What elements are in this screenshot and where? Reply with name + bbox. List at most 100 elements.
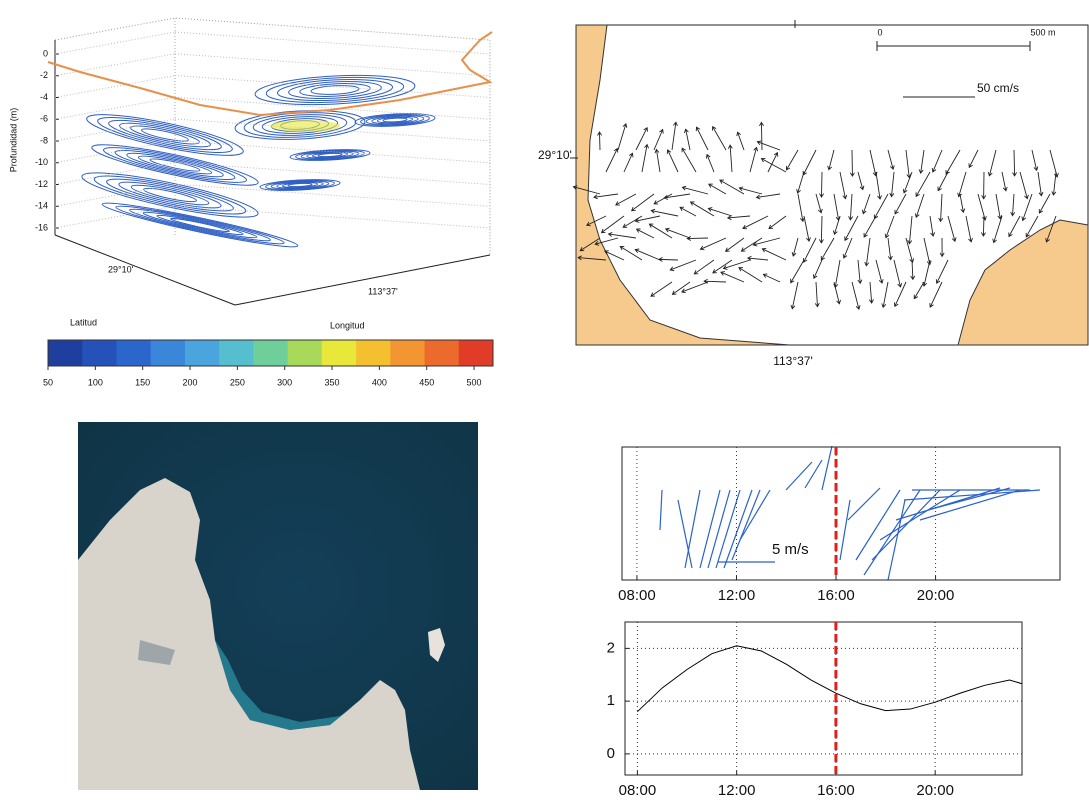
current-vector bbox=[708, 183, 727, 195]
current-vector bbox=[923, 237, 932, 266]
current-vector bbox=[893, 259, 903, 288]
current-vector bbox=[617, 123, 628, 151]
z-tick-label: -12 bbox=[35, 179, 48, 189]
current-vector bbox=[947, 215, 957, 243]
contour bbox=[93, 175, 247, 215]
current-vector bbox=[814, 281, 820, 308]
current-vector bbox=[693, 259, 715, 275]
grid-line bbox=[54, 205, 176, 229]
current-vector bbox=[712, 259, 733, 274]
current-vector bbox=[746, 255, 769, 261]
x-tick-label: 12:00 bbox=[718, 782, 756, 799]
current-vector bbox=[681, 147, 697, 173]
contour bbox=[126, 152, 224, 178]
current-vector bbox=[641, 143, 649, 173]
x-tick-label: 08:00 bbox=[619, 782, 657, 799]
current-vector bbox=[760, 157, 787, 173]
current-vector bbox=[705, 153, 715, 173]
colorbar-tick-label: 200 bbox=[183, 377, 198, 387]
coastline bbox=[47, 31, 493, 117]
current-vector bbox=[722, 259, 751, 270]
current-vector bbox=[992, 215, 1003, 244]
currents-panel: 29°10' 113°37' 0 500 m 50 cm/s bbox=[538, 20, 1089, 368]
contour bbox=[354, 113, 436, 127]
current-vector bbox=[887, 149, 895, 171]
contour bbox=[287, 182, 313, 188]
contour bbox=[142, 211, 258, 239]
current-vector bbox=[827, 149, 835, 171]
current-vector bbox=[767, 151, 779, 173]
current-vector bbox=[905, 237, 915, 264]
colorbar-swatch bbox=[287, 340, 323, 366]
current-vector bbox=[945, 149, 961, 175]
current-vector bbox=[937, 171, 949, 192]
wind-stick bbox=[895, 487, 1001, 521]
current-vector bbox=[1045, 215, 1057, 243]
current-vector bbox=[619, 245, 643, 261]
current-vector bbox=[654, 148, 661, 173]
current-vector bbox=[762, 273, 781, 283]
current-vector bbox=[768, 215, 787, 230]
shallow-water bbox=[215, 640, 355, 730]
contour bbox=[288, 81, 382, 99]
current-vector bbox=[1038, 193, 1051, 214]
colorbar-swatch bbox=[82, 340, 117, 366]
current-vector bbox=[736, 131, 745, 151]
current-vector bbox=[594, 237, 619, 246]
contour bbox=[143, 187, 197, 203]
colorbar-swatch bbox=[219, 340, 254, 366]
current-vector bbox=[679, 206, 697, 217]
current-vector bbox=[889, 171, 895, 198]
colorbar-swatch bbox=[116, 340, 152, 366]
current-vector bbox=[755, 193, 781, 200]
current-vector bbox=[910, 259, 916, 281]
current-vector bbox=[931, 149, 943, 173]
z-tick-label: -16 bbox=[35, 222, 48, 232]
y-tick-label: 0 bbox=[607, 745, 615, 762]
lat-axis bbox=[54, 234, 236, 306]
contour-fill bbox=[270, 120, 340, 132]
current-vector bbox=[791, 237, 799, 257]
current-vector bbox=[703, 278, 727, 284]
current-vector bbox=[802, 237, 817, 263]
current-vector bbox=[650, 208, 679, 217]
contour bbox=[114, 149, 236, 181]
vector-scale-label: 50 cm/s bbox=[977, 81, 1019, 95]
grid-line bbox=[54, 162, 176, 185]
plot-frame bbox=[621, 446, 1061, 581]
z-tick-label: -8 bbox=[40, 135, 48, 145]
current-vector bbox=[868, 281, 874, 304]
colorbar-swatch bbox=[48, 340, 83, 366]
wind-stick bbox=[707, 489, 731, 569]
wind-panel: 08:00 12:00 16:00 20:00 5 m/s bbox=[618, 445, 1061, 604]
current-vector bbox=[851, 281, 861, 310]
contour bbox=[118, 181, 222, 209]
current-vector bbox=[894, 193, 907, 215]
current-vector bbox=[875, 171, 882, 200]
contour bbox=[276, 181, 324, 189]
lon-tick: 113°37' bbox=[773, 354, 813, 368]
current-vector bbox=[653, 193, 673, 205]
grid-line bbox=[174, 183, 491, 207]
tide-panel: 08:00 12:00 16:00 20:00 0 1 2 bbox=[607, 621, 1023, 799]
current-vector bbox=[650, 281, 673, 297]
wind-stick bbox=[731, 489, 761, 561]
colorbar-tick-label: 100 bbox=[88, 377, 103, 387]
current-vector bbox=[663, 193, 691, 200]
z-tick-label: -14 bbox=[35, 201, 48, 211]
current-vector bbox=[977, 193, 987, 221]
colorbar-tick-label: 300 bbox=[277, 377, 292, 387]
contour bbox=[119, 122, 211, 148]
current-vector bbox=[1031, 149, 1039, 172]
contour bbox=[170, 217, 230, 233]
current-vector bbox=[938, 193, 944, 223]
wind-stick bbox=[879, 489, 961, 541]
current-vector bbox=[968, 149, 979, 169]
current-vector bbox=[939, 237, 945, 258]
colorbar-swatch bbox=[424, 340, 460, 366]
contour bbox=[141, 128, 189, 142]
wind-stick bbox=[739, 489, 771, 541]
wind-stick bbox=[847, 487, 881, 521]
current-vector bbox=[913, 281, 925, 300]
